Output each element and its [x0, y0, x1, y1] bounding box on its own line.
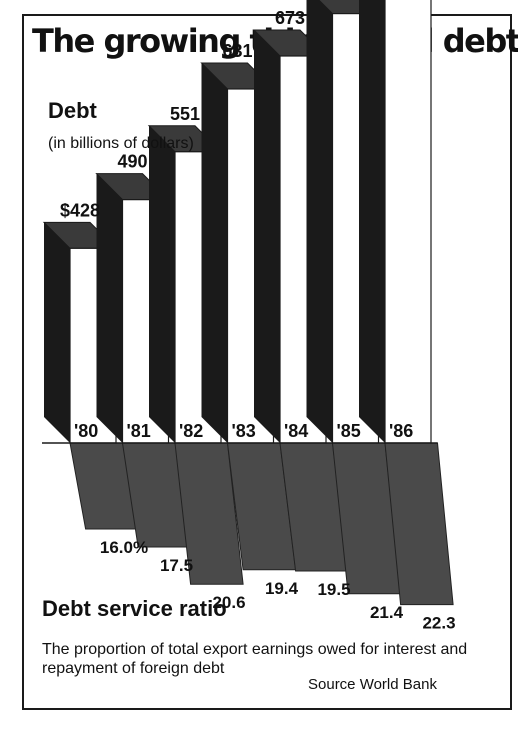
debt-value-label-80: $428 — [60, 200, 100, 220]
ratio-value-label-86: 22.3 — [422, 614, 455, 633]
ratio-value-label-82: 20.6 — [212, 593, 245, 612]
year-label-86: '86 — [389, 421, 413, 441]
debt-bar-side-83 — [201, 62, 228, 444]
ratio-value-label-83: 19.4 — [265, 579, 299, 598]
year-label-83: '83 — [232, 421, 256, 441]
debt-bar-side-82 — [149, 125, 175, 443]
chart-frame — [22, 14, 512, 710]
debt-unit-label: (in billions of dollars) — [48, 135, 194, 152]
debt-service-ratio-label: Debt service ratio — [42, 596, 227, 621]
debt-bar-86 — [384, 0, 432, 444]
debt-axis-label: Debt — [48, 98, 97, 123]
debt-bar-side-84 — [254, 29, 280, 444]
year-label-80: '80 — [74, 421, 98, 441]
debt-value-label-82: 551 — [170, 104, 200, 124]
source-note: Source World Bank — [308, 676, 437, 693]
debt-bar-side-86 — [359, 0, 385, 443]
debt-bar-side-85 — [306, 0, 333, 443]
debt-value-label-84: 673 — [275, 8, 305, 28]
ratio-value-label-85: 21.4 — [370, 603, 404, 622]
year-label-85: '85 — [337, 421, 361, 441]
debt-bar-side-81 — [96, 173, 123, 443]
debt-bar-side-80 — [44, 222, 70, 443]
debt-value-label-83: 631 — [222, 41, 252, 61]
ratio-value-label-84: 19.5 — [317, 580, 350, 599]
debt-service-ratio-description: The proportion of total export earnings … — [42, 641, 468, 677]
year-label-81: '81 — [127, 421, 151, 441]
ratio-value-label-81: 17.5 — [160, 556, 193, 575]
year-label-84: '84 — [284, 421, 308, 441]
debt-value-label-81: 490 — [117, 152, 147, 172]
year-label-82: '82 — [179, 421, 203, 441]
ratio-value-label-80: 16.0% — [100, 538, 148, 557]
